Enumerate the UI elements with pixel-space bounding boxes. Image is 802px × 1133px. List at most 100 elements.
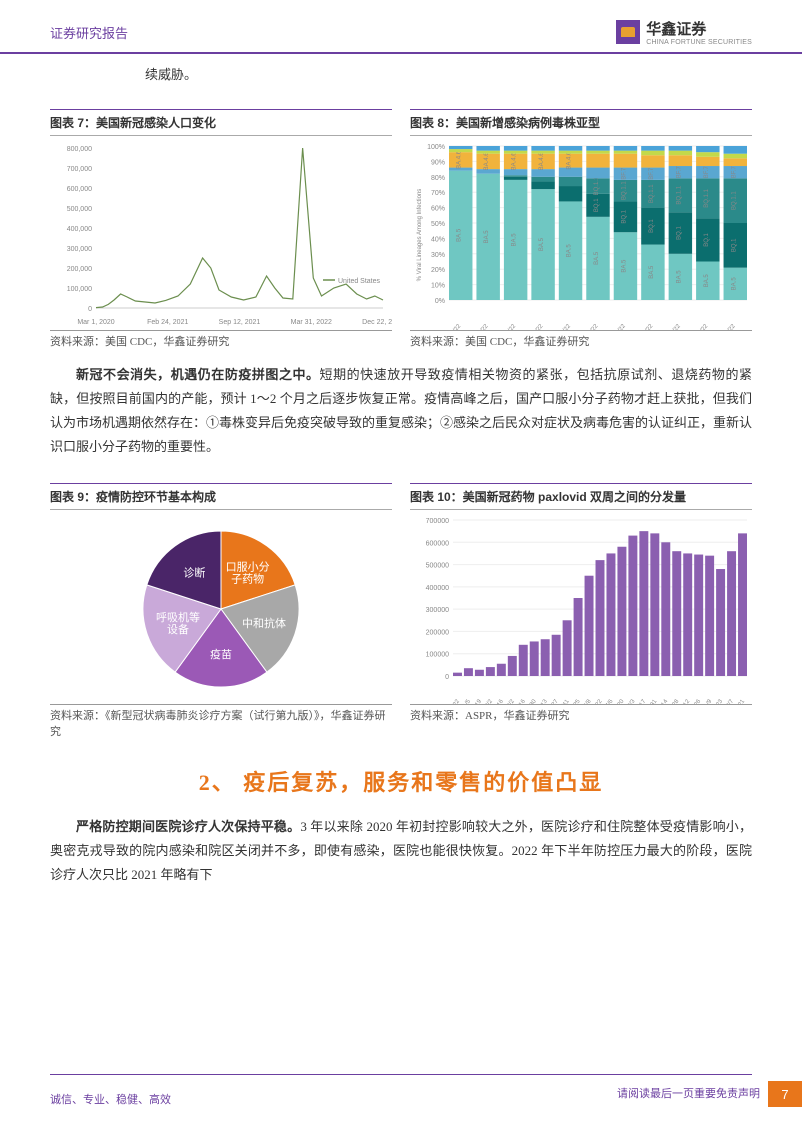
svg-text:11/26/22: 11/26/22 [717,323,737,330]
svg-text:诊断: 诊断 [183,565,205,579]
svg-text:300,000: 300,000 [67,246,92,253]
svg-text:10%: 10% [431,283,445,290]
svg-text:11/12/22: 11/12/22 [663,323,683,330]
svg-text:700,000: 700,000 [67,166,92,173]
svg-text:200000: 200000 [426,629,449,636]
chart9-source: 资料来源：《新型冠状病毒肺炎诊疗方案（试行第九版）》，华鑫证券研究 [50,704,392,741]
svg-text:BQ.1: BQ.1 [649,219,655,233]
svg-text:BA.5: BA.5 [649,265,655,279]
svg-text:9/14: 9/14 [658,698,670,704]
chart10: 图表 10：美国新冠药物 paxlovid 双周之间的分发量 010000020… [410,483,752,741]
svg-text:BA.5: BA.5 [539,237,545,251]
svg-text:Feb 24, 2021: Feb 24, 2021 [147,319,188,326]
svg-text:300000: 300000 [426,607,449,614]
page-footer: 诚信、专业、稳健、高效 请阅读最后一页重要免责声明 7 [50,1081,802,1107]
svg-text:100,000: 100,000 [67,286,92,293]
svg-text:BQ.1: BQ.1 [731,238,737,252]
svg-text:60%: 60% [431,206,445,213]
svg-text:9/24/22: 9/24/22 [472,323,490,330]
svg-text:8/17: 8/17 [636,698,648,704]
svg-text:11/19/22: 11/19/22 [690,323,710,330]
svg-text:3/30: 3/30 [526,698,538,704]
svg-text:9/17/22: 9/17/22 [445,323,463,330]
svg-text:11/5/22: 11/5/22 [637,323,655,330]
svg-text:BQ.1.1: BQ.1.1 [621,181,627,200]
chart7-source: 资料来源：美国 CDC，华鑫证券研究 [50,330,392,351]
svg-text:BF.7: BF.7 [704,166,710,179]
svg-text:500000: 500000 [426,562,449,569]
svg-text:10/8/22: 10/8/22 [527,323,545,330]
svg-text:BA.5: BA.5 [731,277,737,291]
svg-text:BA.5: BA.5 [457,228,463,242]
charts-row-1: 图表 7：美国新冠感染人口变化 0100,000200,000300,00040… [50,109,752,351]
svg-text:BQ.1.1: BQ.1.1 [649,184,655,203]
svg-text:BF.7: BF.7 [676,166,682,179]
svg-text:8/31: 8/31 [647,698,659,704]
brand-en: CHINA FORTUNE SECURITIES [646,39,752,46]
svg-text:600000: 600000 [426,540,449,547]
brand-cn: 华鑫证券 [646,18,752,39]
svg-text:600,000: 600,000 [67,186,92,193]
svg-text:BA.5: BA.5 [484,230,490,244]
svg-text:BA.5: BA.5 [676,270,682,284]
svg-text:5/25: 5/25 [570,698,582,704]
svg-text:BQ.1: BQ.1 [704,232,710,246]
svg-text:设备: 设备 [167,622,189,636]
svg-text:1/5: 1/5 [462,698,472,704]
brand: 华鑫证券 CHINA FORTUNE SECURITIES [616,18,752,46]
svg-text:6/22: 6/22 [592,698,604,704]
para2-bold: 严格防控期间医院诊疗人次保持平稳。 [76,819,300,834]
svg-text:BA.5: BA.5 [621,259,627,273]
svg-text:BA.5: BA.5 [704,274,710,288]
svg-text:90%: 90% [431,159,445,166]
svg-text:疫苗: 疫苗 [210,647,232,661]
svg-text:11/23: 11/23 [711,698,725,704]
svg-text:BQ.1.1: BQ.1.1 [676,185,682,204]
page-content: 续威胁。 图表 7：美国新冠感染人口变化 0100,000200,000300,… [0,54,802,887]
svg-text:0%: 0% [435,298,445,305]
svg-text:12/21: 12/21 [733,698,747,704]
svg-text:子药物: 子药物 [231,571,264,585]
svg-text:10/12: 10/12 [678,698,692,704]
svg-text:BQ.1.1: BQ.1.1 [731,191,737,210]
svg-text:80%: 80% [431,175,445,182]
svg-text:1/19: 1/19 [471,698,483,704]
svg-text:400000: 400000 [426,585,449,592]
svg-text:4/27: 4/27 [548,698,560,704]
svg-text:8/3: 8/3 [627,698,637,704]
paragraph-2: 严格防控期间医院诊疗人次保持平稳。3 年以来除 2020 年初封控影响较大之外，… [50,815,752,887]
svg-text:BF.7: BF.7 [731,166,737,179]
chart9: 图表 9：疫情防控环节基本构成 口服小分子药物中和抗体疫苗呼吸机等设备诊断 资料… [50,483,392,741]
svg-text:3/16: 3/16 [515,698,527,704]
svg-text:100%: 100% [427,144,445,151]
svg-text:BF.7: BF.7 [649,167,655,180]
svg-text:Mar 31, 2022: Mar 31, 2022 [291,319,332,326]
svg-text:2/16: 2/16 [493,698,505,704]
chart9-title: 图表 9：疫情防控环节基本构成 [50,483,392,510]
svg-text:200,000: 200,000 [67,266,92,273]
svg-text:5/11: 5/11 [559,698,571,704]
chart8-source: 资料来源：美国 CDC，华鑫证券研究 [410,330,752,351]
svg-text:500,000: 500,000 [67,206,92,213]
charts-row-2: 图表 9：疫情防控环节基本构成 口服小分子药物中和抗体疫苗呼吸机等设备诊断 资料… [50,483,752,741]
svg-text:0: 0 [445,674,449,681]
svg-text:United States: United States [338,278,381,285]
chart10-source: 资料来源：ASPR，华鑫证券研究 [410,704,752,725]
svg-text:7/20: 7/20 [614,698,626,704]
chart8-title: 图表 8：美国新增感染病例毒株亚型 [410,109,752,136]
svg-text:30%: 30% [431,252,445,259]
svg-text:BA.4.6: BA.4.6 [512,152,518,171]
svg-text:40%: 40% [431,236,445,243]
svg-text:BA.4.6: BA.4.6 [539,152,545,171]
svg-text:BQ.1: BQ.1 [676,226,682,240]
svg-text:呼吸机等: 呼吸机等 [156,610,200,624]
svg-text:BF.7: BF.7 [621,167,627,180]
svg-text:BQ.1: BQ.1 [594,198,600,212]
svg-text:BA.4.6: BA.4.6 [484,152,490,171]
svg-text:BQ.1.1: BQ.1.1 [704,188,710,207]
svg-text:% Viral Lineages Among Infecti: % Viral Lineages Among Infections [417,189,423,282]
para1-bold: 新冠不会消失，机遇仍在防疫拼图之中。 [76,367,320,382]
svg-text:10/22/22: 10/22/22 [580,323,600,330]
svg-text:12/22: 12/22 [448,698,462,704]
svg-text:6/8: 6/8 [583,698,593,704]
